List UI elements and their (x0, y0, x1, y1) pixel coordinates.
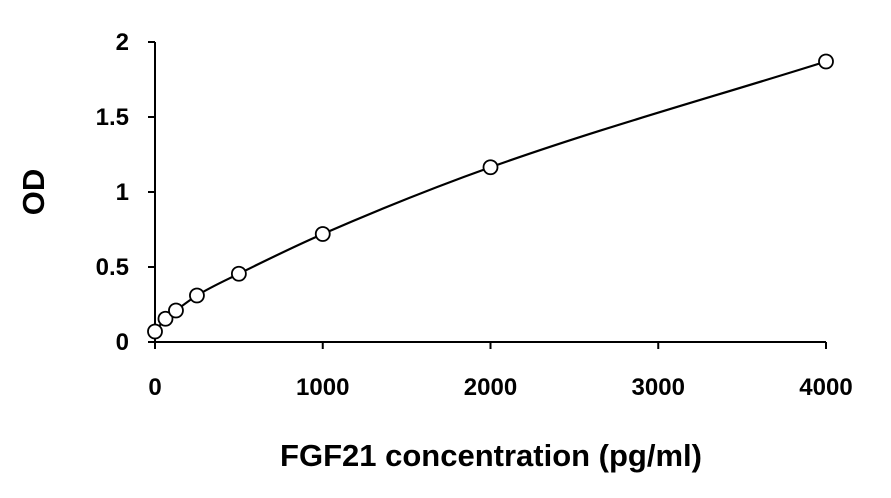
y-tick-label: 2 (116, 29, 129, 56)
y-axis-title: OD (16, 169, 51, 216)
data-point (818, 53, 834, 70)
data-point (147, 323, 163, 340)
x-tick-label: 4000 (799, 374, 852, 401)
x-tick-label: 3000 (632, 374, 685, 401)
data-point (482, 159, 499, 176)
data-point (157, 310, 174, 327)
y-tick-label: 0 (116, 329, 129, 356)
x-axis-title: FGF21 concentration (pg/ml) (280, 438, 702, 473)
x-tick-label: 0 (148, 374, 161, 401)
y-tick-label: 0.5 (96, 254, 129, 281)
data-point (230, 265, 247, 282)
y-tick-label: 1 (116, 179, 129, 206)
fit-curve (154, 60, 827, 333)
plot-area: 0 0.5 1 1.5 2 0 1000 2000 3000 4000 (96, 29, 853, 401)
x-tick-label: 1000 (296, 374, 349, 401)
data-point (189, 287, 205, 304)
y-tick-label: 1.5 (96, 104, 129, 131)
x-tick-label: 2000 (464, 374, 517, 401)
data-point (314, 226, 331, 242)
data-point (168, 302, 184, 319)
